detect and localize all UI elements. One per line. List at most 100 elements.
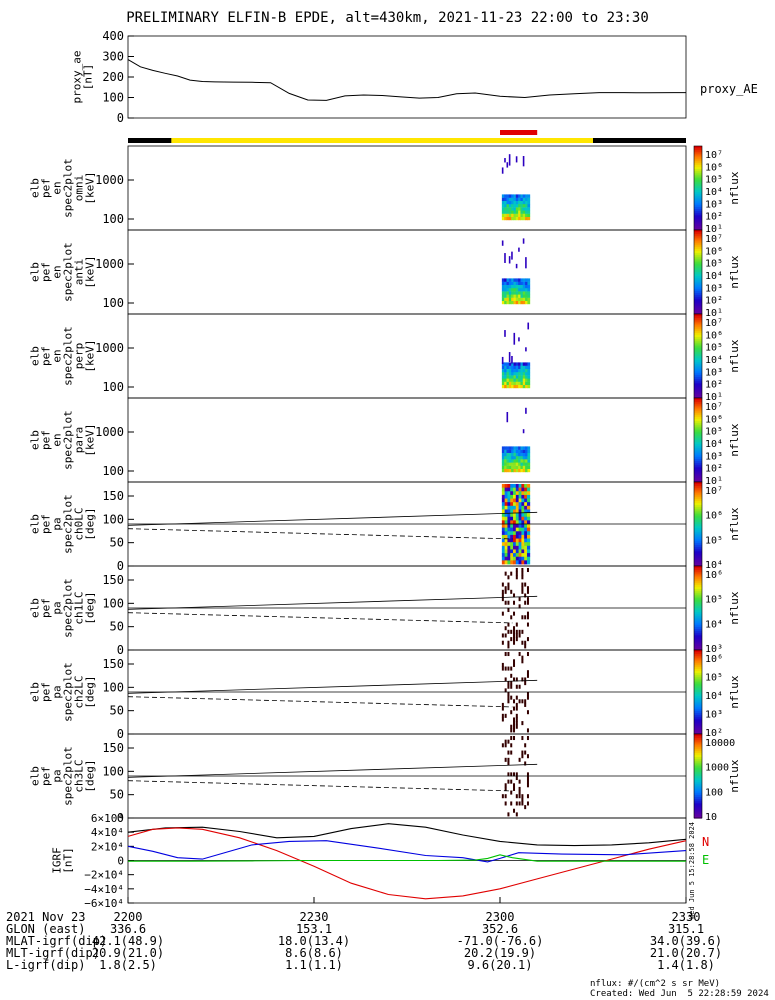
colorbar-3-tick-label: 10⁴	[705, 439, 723, 450]
panel-2-spectrogram-bin	[527, 372, 531, 376]
panel-1-spectrogram-bin	[504, 281, 507, 285]
colorbar-5-segment	[694, 647, 702, 651]
colorbar-0-segment	[694, 227, 702, 231]
colorbar-2-segment	[694, 339, 702, 342]
panel-3-spectrogram-bin	[504, 449, 507, 453]
colorbar-6-segment	[694, 729, 702, 733]
colorbar-2-segment	[694, 314, 702, 317]
ephemeris-value: 34.0(39.6)	[650, 934, 722, 948]
panel-1-spectrogram-bin	[522, 288, 526, 292]
colorbar-3-segment	[694, 400, 702, 403]
colorbar-6-segment	[694, 660, 702, 664]
panel-1-spectrogram-bin	[515, 300, 519, 305]
colorbar-5-segment	[694, 595, 702, 599]
panel-0-sparse-bin	[508, 154, 511, 166]
panel-1-spectrogram-bin	[522, 281, 526, 285]
colorbar-6-segment	[694, 662, 702, 666]
panel-4-pa-bin	[510, 513, 514, 518]
colorbar-5-segment	[694, 597, 702, 601]
colorbar-0-segment	[694, 206, 702, 210]
panel-2-ylabel-line: [keV]	[84, 339, 97, 372]
panel-3-spectrogram-bin	[501, 462, 505, 466]
panel-5-pa-bin	[526, 600, 529, 605]
panel-4-ytick-label: 50	[110, 536, 124, 550]
panel-3-spectrogram-bin	[511, 462, 514, 466]
panel-2-spectrogram-bin	[518, 375, 521, 379]
panel-1-spectrogram-bin	[501, 281, 505, 285]
panel-7-pa-bin	[521, 801, 524, 806]
colorbar-3-segment	[694, 456, 702, 460]
panel-3-spectrogram-bin	[515, 449, 519, 453]
panel-0-ylabel-line: elb	[29, 178, 42, 198]
panel-6-pa-bin	[521, 655, 524, 660]
panel-1-sparse-bin	[501, 240, 504, 246]
panel-0-sparse-bin	[515, 156, 518, 163]
colorbar-3-segment	[694, 452, 702, 456]
panel-1-spectrogram-bin	[515, 284, 519, 289]
colorbar-0-segment	[694, 154, 702, 158]
panel-4-pa-bin	[501, 545, 506, 550]
colorbar-5-segment	[694, 589, 702, 592]
panel-4-pa-bin	[521, 545, 525, 550]
panel-2-spectrogram-bin	[511, 362, 514, 366]
colorbar-7-segment	[694, 767, 702, 771]
panel-1-sparse-bin	[518, 247, 520, 252]
colorbar-5-segment	[694, 612, 702, 615]
panel-5-ytick-label: 50	[110, 620, 124, 634]
panel-0-ylabel-line: [keV]	[84, 171, 97, 204]
colorbar-0-segment	[694, 202, 702, 206]
colorbar-0-segment	[694, 148, 702, 151]
panel-4-pa-bin	[501, 524, 506, 529]
colorbar-3-segment	[694, 406, 702, 410]
panel-5-pa-bin	[504, 600, 507, 605]
panel-2-spectrogram-bin	[522, 384, 526, 389]
panel-4-pa-bin	[504, 498, 508, 503]
colorbar-6-segment	[694, 673, 702, 676]
panel-4-pa-bin	[510, 542, 514, 547]
colorbar-3-segment	[694, 435, 702, 439]
panel-0-spectrogram-bin	[501, 200, 505, 205]
panel-4-pa-bin	[524, 553, 528, 558]
panel-7-pa-bin	[518, 779, 521, 784]
panel-3-spectrogram-bin	[508, 465, 512, 469]
colorbar-3-segment	[694, 463, 702, 466]
panel-3-spectrogram-bin	[522, 459, 526, 463]
colorbar-0-segment	[694, 167, 702, 170]
ephemeris-value: 20.9(21.0)	[92, 946, 164, 960]
colorbar-0-segment	[694, 175, 702, 179]
colorbar-7-segment	[694, 799, 702, 802]
panel-5-pa-bin	[518, 629, 521, 634]
panel-4-pa-bin	[515, 494, 519, 499]
panel-6-pa-bin	[524, 702, 527, 707]
panel-4-pa-bin	[513, 494, 517, 499]
panel-2-spectrogram-bin	[522, 372, 526, 376]
panel-5-pa-bin	[521, 615, 524, 620]
ephemeris-value: 2330	[672, 910, 701, 924]
colorbar-0-segment	[694, 215, 702, 218]
panel-1-spectrogram-bin	[527, 300, 531, 305]
panel-4-pa-bin	[524, 534, 528, 539]
panel-0-spectrogram-bin	[520, 210, 524, 214]
colorbar-7-frame	[693, 733, 703, 819]
panel-4-pa-bin	[524, 556, 528, 561]
colorbar-6-tick-label: 10⁵	[705, 673, 723, 684]
panel-4-pa-bin	[504, 494, 508, 499]
colorbar-4-segment	[694, 505, 702, 508]
panel-4-pa-bin	[515, 556, 519, 561]
panel-0-spectrogram-bin	[515, 213, 519, 217]
panel-2-spectrogram-bin	[511, 368, 514, 373]
panel-3-ytick-label: 1000	[95, 425, 124, 439]
panel-6-pa-bin	[510, 681, 513, 686]
panel-0-spectrogram-bin	[515, 210, 519, 214]
panel-0-spectrogram-bin	[504, 216, 507, 221]
panel-3-spectrogram-bin	[508, 446, 512, 450]
panel-1-spectrogram-bin	[508, 278, 512, 282]
colorbar-3-segment	[694, 450, 702, 454]
igrf-ytick-label: 6×10⁴	[91, 812, 124, 825]
panel-2-spectrogram-bin	[518, 381, 521, 385]
panel-5-pa-bin	[526, 586, 529, 591]
colorbar-3-segment	[694, 412, 702, 416]
colorbar-6-segment	[694, 708, 702, 712]
colorbar-2-segment	[694, 366, 702, 370]
